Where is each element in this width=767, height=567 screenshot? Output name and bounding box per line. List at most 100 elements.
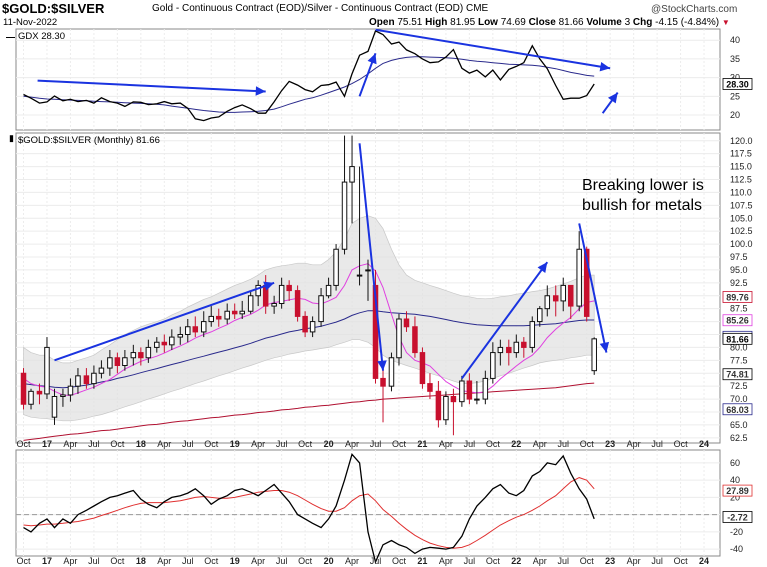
candle-body [255, 284, 261, 297]
value-label-box [722, 332, 753, 345]
x-tick-label: Apr [627, 556, 641, 566]
x-tick-label: Apr [63, 556, 77, 566]
high-label: High [425, 17, 448, 28]
candle-body [435, 390, 442, 421]
x-tick-label: 20 [324, 439, 334, 449]
candle-body [388, 357, 395, 387]
candle-body [208, 315, 214, 323]
x-tick-label: Oct [486, 439, 501, 449]
candle-body [325, 284, 332, 297]
candle-body [67, 385, 74, 396]
candle-body [443, 396, 449, 421]
x-tick-label: Apr [251, 439, 265, 449]
candle-body [91, 372, 97, 385]
candle-body [130, 352, 137, 359]
y-tick-label: 117.5 [730, 149, 752, 159]
y-tick-label: 95.0 [730, 265, 748, 275]
candle-body [459, 380, 465, 403]
x-tick-label: 24 [699, 439, 709, 449]
candle-body [427, 383, 433, 392]
x-tick-label: Oct [580, 439, 595, 449]
panel-frame [15, 449, 721, 557]
candle-body [75, 375, 81, 387]
x-tick-label: Oct [392, 439, 407, 449]
value-label: 74.81 [726, 370, 749, 380]
open-value: 75.51 [397, 17, 423, 28]
annotation-text: Breaking lower is bullish for metals [582, 176, 704, 216]
candle-body [591, 338, 597, 372]
x-tick-label: 17 [42, 439, 52, 449]
signal-line [23, 477, 595, 549]
y-tick-label: 25 [730, 91, 740, 101]
value-label: 81.66 [726, 334, 749, 344]
x-tick-label: Oct [486, 556, 501, 566]
x-tick-label: Jul [370, 556, 382, 566]
y-tick-label: 70.0 [730, 394, 748, 404]
x-tick-label: 21 [417, 556, 427, 566]
candle-body [44, 346, 50, 395]
candle-body [231, 310, 238, 315]
value-label-box [722, 368, 753, 381]
y-tick-label: 35 [730, 54, 740, 64]
y-tick-label: 40 [730, 475, 740, 485]
x-tick-label: Apr [157, 556, 171, 566]
trend-arrow-line [461, 261, 549, 380]
candle-body [278, 284, 285, 304]
trend-arrow-line [37, 79, 266, 93]
candle-body [122, 357, 128, 366]
x-tick-label: Oct [204, 439, 219, 449]
candle-body [286, 284, 292, 292]
x-tick-label: 22 [511, 556, 521, 566]
candle-body [318, 295, 324, 323]
x-tick-label: Jul [88, 556, 100, 566]
candle-body [552, 295, 559, 302]
chart-subtitle: Gold - Continuous Contract (EOD)/Silver … [152, 3, 489, 14]
candle-body [224, 310, 230, 320]
value-label: 28.30 [726, 79, 749, 89]
volume-value: 3 [624, 17, 631, 28]
x-tick-label: Apr [627, 439, 641, 449]
value-label: 89.76 [726, 292, 749, 302]
candle-body [482, 377, 489, 400]
candle-body [341, 181, 348, 250]
candle-body [51, 396, 58, 418]
candle-body [396, 318, 402, 359]
x-tick-label: Apr [345, 439, 359, 449]
candle-body [247, 295, 254, 312]
candle-body [98, 367, 105, 374]
candle-body [239, 310, 245, 315]
chg-down-icon: ▼ [721, 18, 730, 27]
value-label-box [722, 314, 753, 327]
candle-body [161, 341, 168, 346]
candle-body [560, 284, 566, 302]
x-tick-label: Jul [557, 439, 569, 449]
x-tick-label: 19 [230, 439, 240, 449]
candle-body [309, 321, 316, 333]
y-tick-label: 107.5 [730, 200, 753, 210]
candle-body [114, 357, 121, 366]
watermark-text: @StockCharts.com [651, 4, 738, 15]
x-tick-label: Oct [110, 556, 125, 566]
candle-body [544, 295, 551, 310]
x-tick-label: 20 [324, 556, 334, 566]
candle-body [271, 303, 277, 307]
candle-body [419, 352, 426, 385]
x-tick-label: 18 [136, 556, 146, 566]
annotation-line-2: bullish for metals [582, 197, 703, 214]
x-tick-label: Apr [533, 439, 547, 449]
open-label: Open [369, 17, 395, 28]
volume-label: Volume [586, 17, 622, 28]
candle-body [450, 396, 457, 403]
x-tick-label: Jul [651, 439, 663, 449]
y-tick-label: 40 [730, 35, 740, 45]
trend-arrowhead [255, 86, 266, 96]
candle-body [200, 321, 207, 333]
y-tick-label: 20 [730, 110, 740, 120]
candle-body [185, 326, 191, 335]
value-label-box [722, 403, 753, 416]
trend-arrowhead [537, 262, 548, 273]
chart-title: $GOLD:$SILVER [2, 1, 105, 16]
candle-body [567, 284, 574, 307]
value-label: -2.72 [727, 512, 748, 522]
x-tick-label: Jul [276, 556, 288, 566]
